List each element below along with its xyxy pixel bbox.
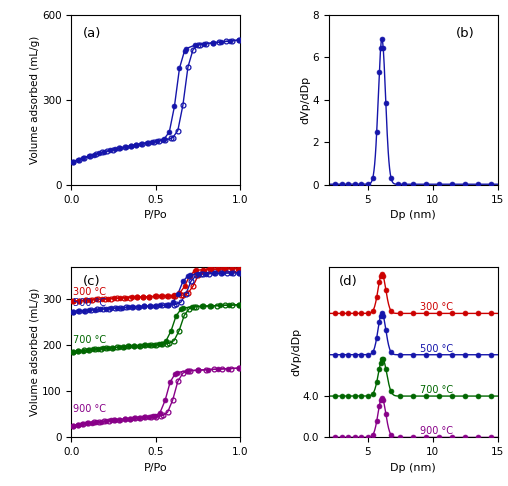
Text: 300 °C: 300 °C — [420, 302, 453, 312]
Y-axis label: dVp/dDp: dVp/dDp — [301, 76, 311, 124]
Y-axis label: dVp/dDp: dVp/dDp — [291, 328, 301, 376]
Y-axis label: Volume adsorbed (mL/g): Volume adsorbed (mL/g) — [30, 288, 40, 417]
Text: 700 °C: 700 °C — [420, 385, 453, 395]
X-axis label: Dp (nm): Dp (nm) — [390, 463, 436, 473]
Text: 900 °C: 900 °C — [73, 404, 106, 414]
Text: (b): (b) — [456, 27, 474, 39]
X-axis label: P/Po: P/Po — [144, 463, 168, 473]
Text: 900 °C: 900 °C — [420, 426, 453, 436]
Text: (d): (d) — [339, 276, 358, 288]
Text: (c): (c) — [83, 276, 101, 288]
Text: 300 °C: 300 °C — [73, 287, 106, 296]
Y-axis label: Volume adsorbed (mL/g): Volume adsorbed (mL/g) — [30, 35, 40, 164]
Text: 500 °C: 500 °C — [420, 344, 453, 354]
X-axis label: Dp (nm): Dp (nm) — [390, 210, 436, 220]
Text: (a): (a) — [83, 27, 102, 39]
Text: 700 °C: 700 °C — [73, 335, 106, 345]
Text: 500 °C: 500 °C — [73, 298, 106, 308]
X-axis label: P/Po: P/Po — [144, 210, 168, 220]
